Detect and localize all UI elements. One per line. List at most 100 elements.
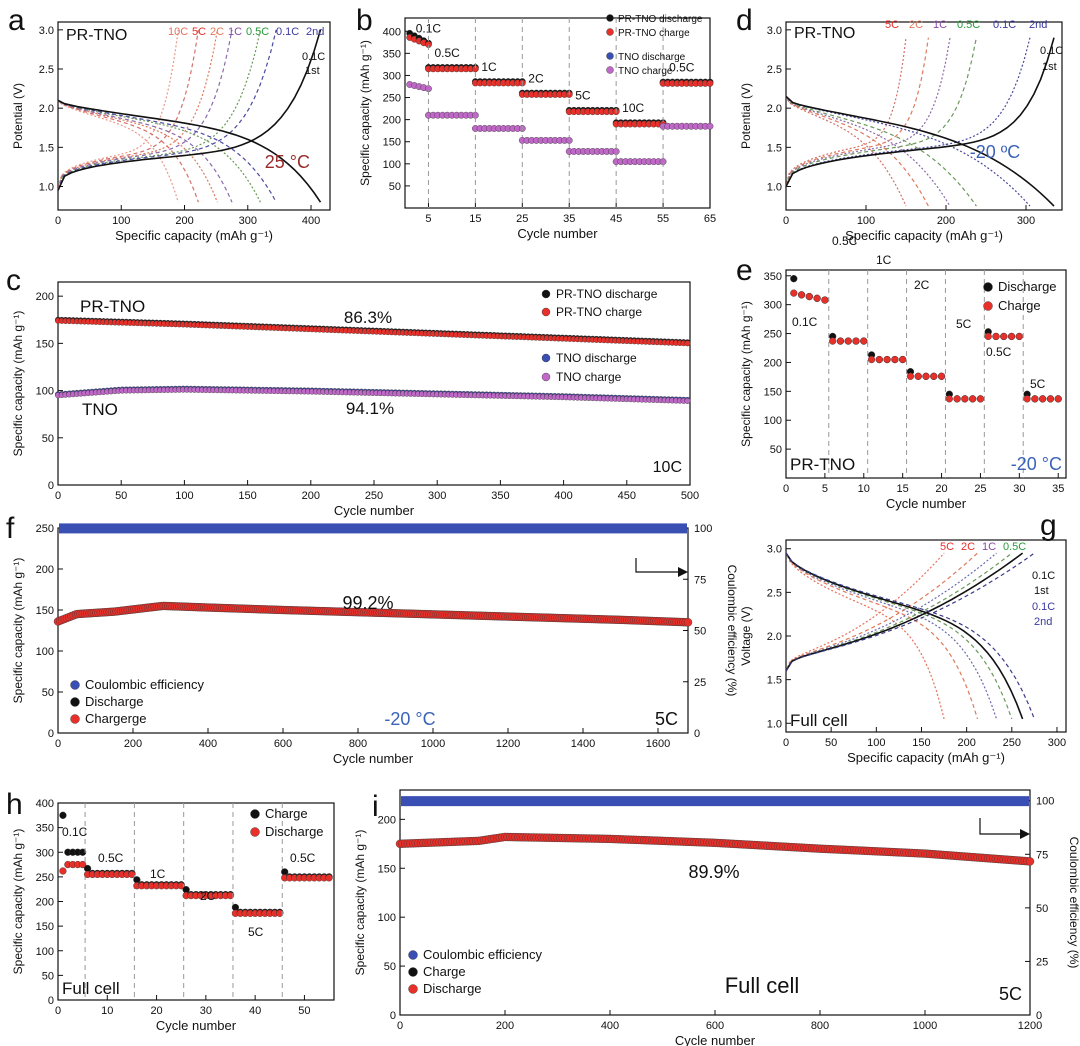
y-tick-label: 2.5 (39, 64, 54, 76)
legend-label: PR-TNO charge (618, 28, 690, 39)
legend-marker (606, 28, 614, 36)
plot-frame (404, 17, 711, 209)
capacity-point (683, 618, 693, 627)
y-tick-label: 100 (36, 386, 54, 398)
legend-label: Coulombic efficiency (423, 947, 542, 962)
rate-label: 2nd (306, 26, 324, 38)
rate-label: 1C (228, 26, 242, 38)
panel-letter: h (6, 788, 23, 821)
charge-point (914, 372, 922, 380)
rate-label: 1C (150, 867, 166, 881)
panel-letter: c (6, 264, 21, 297)
plot-frame (785, 539, 1067, 733)
x-tick-label: 65 (704, 213, 716, 225)
efficiency-band (59, 523, 687, 534)
cycle-label: 2nd (1034, 616, 1052, 628)
legend-label: TNO discharge (556, 351, 637, 365)
tno-charge-point (684, 397, 691, 404)
x-tick-label: 250 (365, 490, 383, 502)
charge-curve (785, 37, 951, 187)
tno-charge-point (706, 122, 714, 130)
x-tick-label: 300 (428, 490, 446, 502)
y-tick-label: 1.5 (767, 675, 782, 687)
y-tick-label: 1.0 (767, 182, 782, 194)
x-tick-label: 40 (249, 1005, 261, 1017)
x-tick-label: 15 (897, 483, 909, 495)
pr-charge-point (706, 79, 714, 87)
x-tick-label: 400 (302, 215, 320, 227)
y-tick-label: 200 (764, 357, 782, 369)
rate-label: 10C (168, 26, 188, 38)
charge-point (790, 289, 798, 297)
rate-label: 0.5C (1003, 541, 1026, 553)
x-axis-label: Specific capacity (mAh g⁻¹) (847, 750, 1005, 765)
legend-label: Chargerge (85, 711, 146, 726)
y2-tick-label: 100 (694, 523, 712, 535)
legend-marker (541, 353, 551, 363)
discharge-point (790, 275, 798, 283)
legend-label: PR-TNO charge (556, 305, 642, 319)
charge-point (945, 395, 953, 403)
retention-annotation: 94.1% (346, 399, 394, 418)
panel-letter: g (1040, 509, 1057, 542)
x-tick-label: 0 (55, 1005, 61, 1017)
x-tick-label: 55 (657, 213, 669, 225)
x-tick-label: 400 (601, 1020, 619, 1032)
legend-marker (408, 967, 418, 977)
y-tick-label: 350 (383, 48, 401, 60)
x-tick-label: 30 (1013, 483, 1025, 495)
rate-annotation: 5C (999, 984, 1022, 1004)
y-tick-label: 2.0 (767, 103, 782, 115)
y-tick-label: 150 (764, 386, 782, 398)
legend-marker (541, 307, 551, 317)
charge-curve (785, 552, 1035, 672)
charge-point (961, 395, 969, 403)
discharge-curve (57, 99, 261, 203)
charge-point (1023, 395, 1031, 403)
x-tick-label: 10 (858, 483, 870, 495)
y-tick-label: 350 (36, 823, 54, 835)
series-annotation: PR-TNO (80, 297, 145, 316)
discharge-curve (57, 99, 199, 203)
charge-point (984, 332, 992, 341)
rate-label: 0.1C (792, 315, 818, 329)
plot-frame (57, 527, 689, 734)
rate-label: 2C (200, 889, 216, 903)
discharge-curve (785, 552, 1035, 720)
x-axis-label: Cycle number (517, 226, 598, 241)
retention-annotation: 99.2% (342, 593, 393, 613)
plot-frame (785, 21, 1063, 211)
x-tick-label: 5 (425, 213, 431, 225)
discharge-point (128, 870, 136, 879)
charge-curve (785, 552, 1024, 672)
y-tick-label: 100 (378, 912, 396, 924)
panel-e: 0 5 10 15 20 25 30 35 50 100 150 200 250 300 350 Cycle … (739, 234, 1067, 511)
y-tick-label: 150 (36, 605, 54, 617)
legend-marker (250, 827, 260, 837)
plot-frame (785, 269, 1067, 479)
x-tick-label: 0 (55, 215, 61, 227)
discharge-curve (785, 95, 1055, 207)
rate-label: 1C (876, 253, 892, 267)
rate-label: 2C (528, 71, 544, 85)
charge-point (813, 294, 821, 302)
x-tick-label: 45 (610, 213, 622, 225)
retention-annotation: 89.9% (688, 862, 739, 882)
y-tick-label: 200 (383, 115, 401, 127)
y2-axis-label: Coulombic efficiency (%) (725, 565, 739, 697)
panel-letter: d (736, 4, 753, 37)
rate-label: 5C (1030, 377, 1046, 391)
cycle-label: 0.1C (1032, 570, 1055, 582)
charge-point (899, 355, 907, 364)
y-axis-label: Specific capacity (mAh g⁻¹) (11, 829, 25, 975)
rate-label: 10C (622, 101, 644, 115)
discharge-curve (57, 99, 322, 203)
discharge-curve (785, 552, 945, 720)
x-axis-label: Specific capacity (mAh g⁻¹) (115, 228, 273, 243)
charge-curve (785, 37, 929, 187)
charge-point (875, 355, 883, 364)
legend-marker (250, 809, 260, 819)
charge-point (59, 811, 67, 819)
y2-tick-label: 50 (1036, 903, 1048, 915)
x-tick-label: 100 (175, 490, 193, 502)
